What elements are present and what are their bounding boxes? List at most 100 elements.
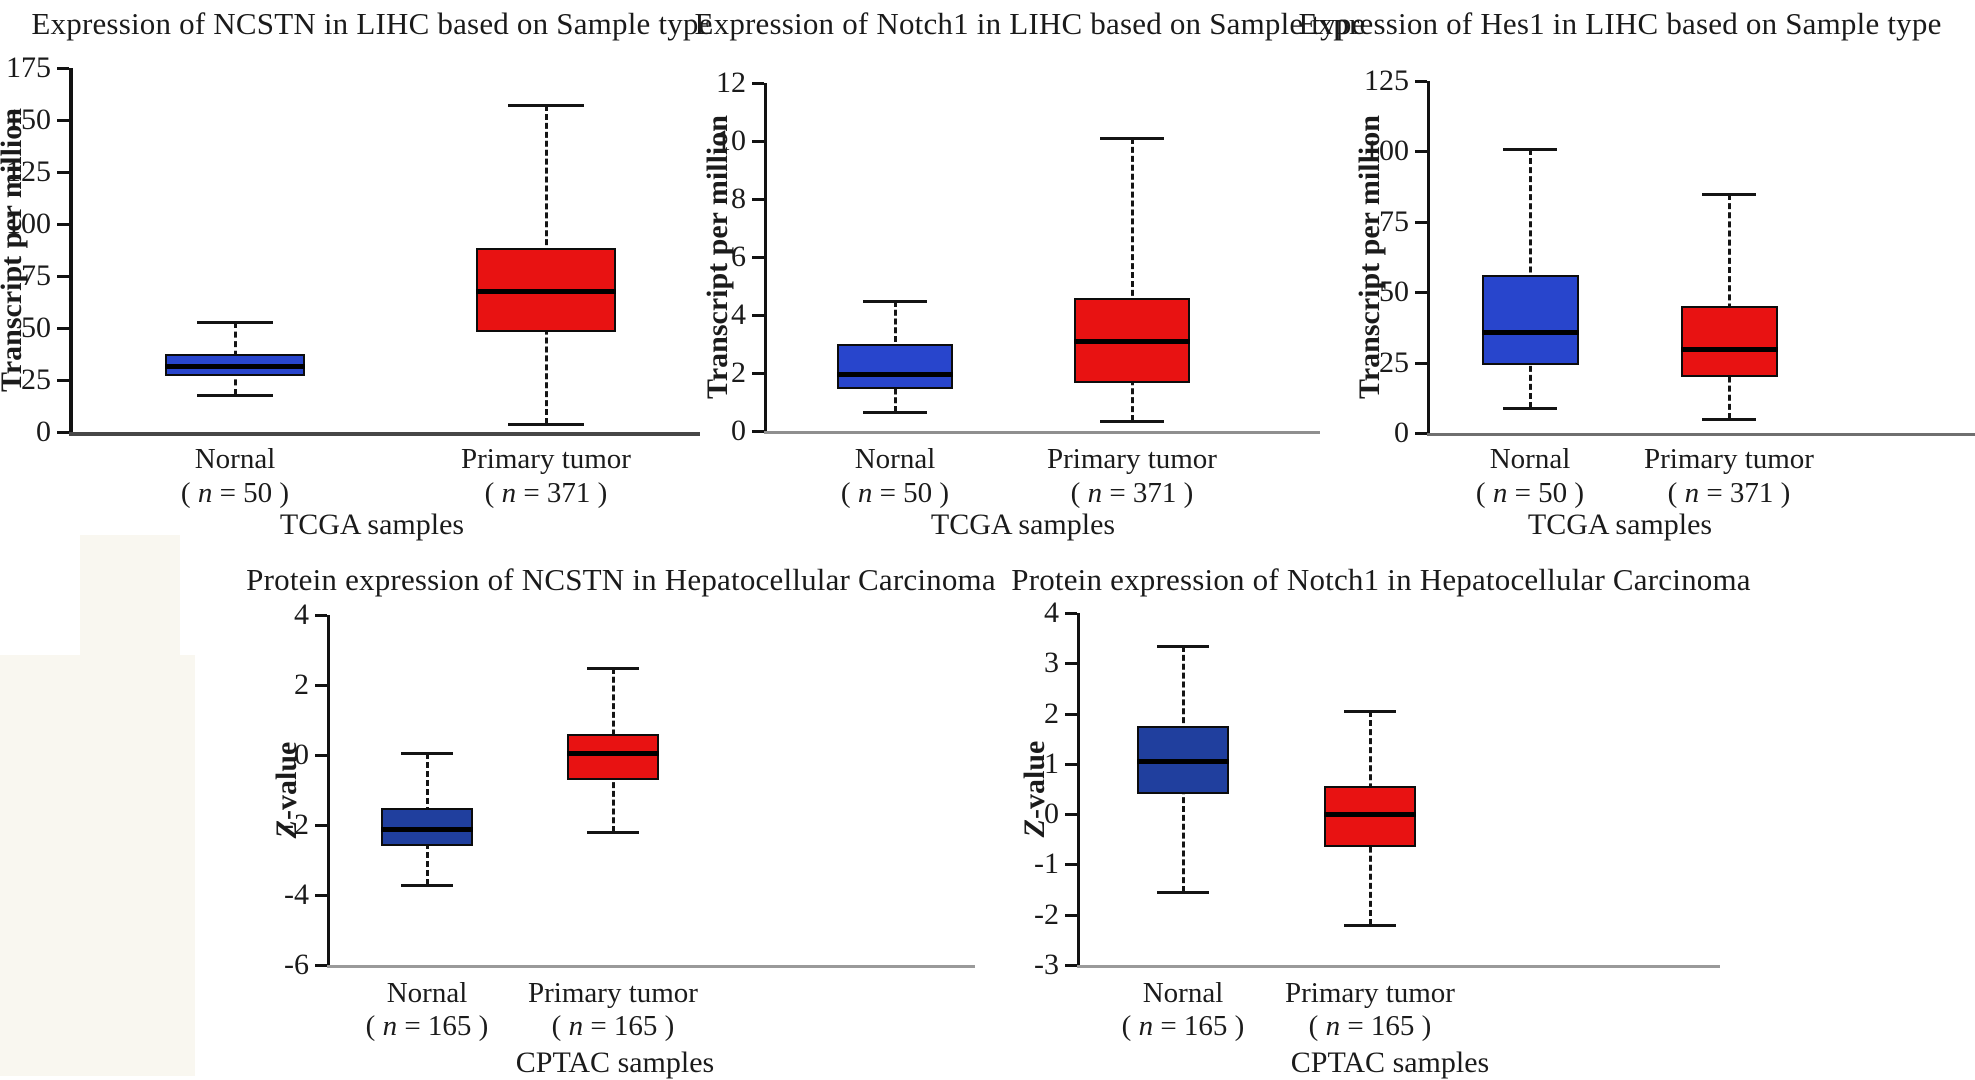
whisker-cap <box>587 666 639 670</box>
y-axis-tick <box>1065 662 1077 666</box>
y-axis-tick <box>57 67 69 70</box>
sample-count-label: ( n = 50 ) <box>180 477 290 509</box>
y-axis-line <box>1077 613 1080 968</box>
whisker-cap <box>197 320 273 324</box>
y-axis-tick <box>1415 80 1427 83</box>
whisker-cap <box>1344 923 1396 927</box>
y-axis-tick-label: 6 <box>731 240 746 273</box>
x-axis-line <box>1077 965 1720 968</box>
y-axis-tick <box>1065 762 1077 766</box>
median-line <box>476 288 616 294</box>
y-axis-tick-label: 175 <box>6 51 51 84</box>
y-axis-tick <box>752 430 764 433</box>
x-axis-caption: TCGA samples <box>1527 508 1713 541</box>
category-label: Primary tumor <box>461 443 631 475</box>
y-axis-tick <box>1415 432 1427 435</box>
y-axis-tick-label: 0 <box>731 414 746 447</box>
y-axis-tick-label: -4 <box>284 878 309 911</box>
y-axis-tick-label: 75 <box>21 259 51 292</box>
x-axis-caption: TCGA samples <box>279 508 465 541</box>
y-axis-tick-label: 4 <box>731 298 746 331</box>
sample-count-label: ( n = 50 ) <box>1475 477 1585 509</box>
category-label: Nornal <box>1142 977 1224 1009</box>
y-axis-tick-label: 0 <box>36 415 51 448</box>
y-axis-tick <box>1065 813 1077 817</box>
y-axis-tick <box>57 119 69 122</box>
chart-hes1-tcga: Expression of Hes1 in LIHC based on Samp… <box>1298 0 1975 560</box>
median-line <box>165 364 305 370</box>
whisker-cap <box>1702 192 1756 196</box>
chart-ncstn-cptac: Protein expression of NCSTN in Hepatocel… <box>230 560 995 1079</box>
box-normal <box>1481 275 1579 366</box>
whisker-line <box>1728 193 1731 419</box>
x-axis-caption: CPTAC samples <box>515 1046 715 1079</box>
median-line <box>1680 346 1778 352</box>
y-axis-tick-label: 3 <box>1044 646 1059 680</box>
y-axis-tick-label: 1 <box>1044 746 1059 780</box>
whisker-cap <box>863 299 927 303</box>
y-axis-tick-label: -3 <box>1034 948 1059 981</box>
chart-notch1-cptac: Protein expression of Notch1 in Hepatoce… <box>1000 560 1751 1079</box>
sample-count-label: ( n = 50 ) <box>840 477 950 509</box>
y-axis-tick <box>315 824 327 827</box>
sample-count-label: ( n = 165 ) <box>1121 1010 1245 1042</box>
y-axis-tick <box>315 754 327 757</box>
y-axis-tick-label: 100 <box>1364 134 1409 168</box>
median-line <box>837 372 953 378</box>
y-axis-tick <box>752 314 764 317</box>
median-line <box>381 826 473 832</box>
x-axis-line <box>1427 433 1975 436</box>
sample-count-label: ( n = 165 ) <box>551 1010 675 1042</box>
chart-title: Protein expression of Notch1 in Hepatoce… <box>1011 562 1751 597</box>
y-axis-tick <box>315 684 327 687</box>
x-axis-line <box>69 432 700 436</box>
whisker-cap <box>1503 147 1557 151</box>
whisker-cap <box>1100 137 1164 141</box>
category-label: Primary tumor <box>1285 977 1455 1009</box>
y-axis-line <box>1427 81 1430 436</box>
category-label: Primary tumor <box>528 977 698 1009</box>
y-axis-tick <box>57 379 69 382</box>
x-axis-line <box>327 965 975 968</box>
whisker-cap <box>197 393 273 397</box>
y-axis-tick-label: 25 <box>21 363 51 396</box>
y-axis-tick <box>1065 964 1077 967</box>
whisker-cap <box>587 831 639 834</box>
y-axis-line <box>327 615 330 968</box>
y-axis-tick <box>1065 863 1077 867</box>
y-axis-tick <box>315 964 327 967</box>
y-axis-tick <box>315 894 327 897</box>
whisker-cap <box>863 411 927 415</box>
y-axis-tick <box>752 256 764 259</box>
median-line <box>567 751 659 757</box>
chart-title: Expression of Hes1 in LIHC based on Samp… <box>1298 6 1942 41</box>
y-axis-tick <box>57 431 69 434</box>
y-axis-tick-label: 4 <box>1044 596 1059 629</box>
y-axis-tick <box>1415 291 1427 295</box>
y-axis-tick <box>57 171 69 174</box>
y-axis-tick <box>1065 913 1077 917</box>
chart-ncstn-tcga: Expression of NCSTN in LIHC based on Sam… <box>0 0 712 560</box>
whisker-cap <box>401 752 453 756</box>
y-axis-tick-label: 50 <box>21 311 51 344</box>
whisker-line <box>1131 138 1134 421</box>
y-axis-tick-label: 50 <box>1379 275 1409 309</box>
y-axis-tick <box>1065 712 1077 716</box>
y-axis-tick-label: 4 <box>294 598 309 631</box>
x-axis-line <box>764 431 1320 434</box>
y-axis-tick-label: 150 <box>6 103 51 136</box>
y-axis-tick-label: 12 <box>716 66 746 99</box>
y-axis-tick-label: 2 <box>731 356 746 389</box>
y-axis-tick-label: 8 <box>731 182 746 215</box>
chart-title: Protein expression of NCSTN in Hepatocel… <box>246 562 996 597</box>
sample-count-label: ( n = 371 ) <box>484 477 608 509</box>
whisker-cap <box>508 422 584 426</box>
y-axis-tick-label: 0 <box>1394 416 1409 449</box>
y-axis-tick-label: 125 <box>1364 64 1409 97</box>
y-axis-tick <box>57 327 69 330</box>
y-axis-tick-label: -1 <box>1034 847 1059 881</box>
category-label: Nornal <box>1489 443 1571 475</box>
box-normal <box>837 344 953 389</box>
category-label: Nornal <box>194 443 276 475</box>
